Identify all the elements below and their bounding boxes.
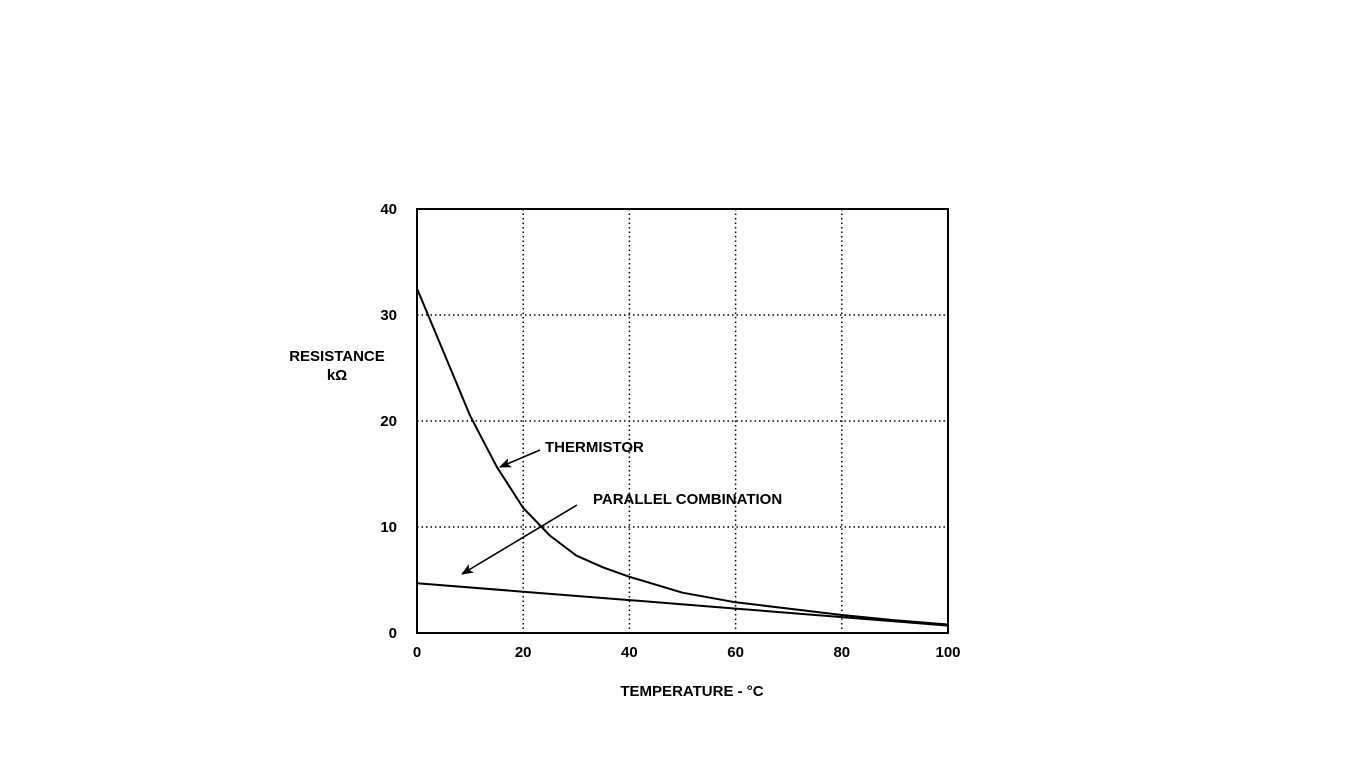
- annotation-label-thermistor: THERMISTOR: [545, 439, 644, 456]
- annotation-label-parallel-combination: PARALLEL COMBINATION: [593, 491, 782, 508]
- x-tick-labels: 0 20 40 60 80 100: [413, 644, 961, 661]
- y-tick-labels: 0 10 20 30 40: [380, 201, 397, 642]
- x-tick-label-40: 40: [621, 644, 638, 661]
- x-tick-label-0: 0: [413, 644, 421, 661]
- y-tick-label-40: 40: [380, 201, 397, 218]
- y-tick-label-30: 30: [380, 307, 397, 324]
- series-lines: [416, 288, 949, 627]
- annotations: THERMISTOR PARALLEL COMBINATION: [461, 439, 782, 575]
- x-tick-label-20: 20: [515, 644, 532, 661]
- annotation-arrow-parallel-combination: [461, 504, 578, 575]
- y-tick-label-0: 0: [389, 625, 397, 642]
- y-tick-label-10: 10: [380, 519, 397, 536]
- plot-frame: [416, 208, 949, 634]
- x-tick-label-60: 60: [727, 644, 744, 661]
- y-axis-title-line1: RESISTANCE: [289, 348, 385, 365]
- annotation-arrow-thermistor: [499, 449, 541, 468]
- y-tick-label-20: 20: [380, 413, 397, 430]
- x-tick-label-100: 100: [935, 644, 960, 661]
- series-line-thermistor: [416, 288, 949, 626]
- x-tick-label-80: 80: [833, 644, 850, 661]
- x-axis-title: TEMPERATURE - °C: [620, 683, 763, 700]
- series-line-parallel-combination: [416, 582, 949, 627]
- grid-lines: [417, 209, 948, 633]
- y-axis-title-line2: kΩ: [327, 367, 347, 384]
